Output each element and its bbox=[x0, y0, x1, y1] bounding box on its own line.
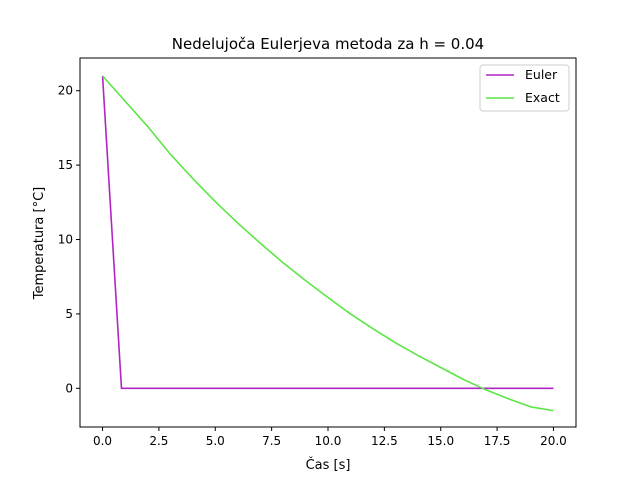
series-line-exact bbox=[101, 75, 554, 412]
x-tick-label: 7.5 bbox=[262, 434, 281, 448]
y-tick-label: 0 bbox=[65, 381, 73, 395]
y-tick-label: 5 bbox=[65, 307, 73, 321]
chart-title: Nedelujoča Eulerjeva metoda za h = 0.04 bbox=[172, 35, 484, 53]
y-tick-label: 15 bbox=[58, 158, 73, 172]
legend: Euler Exact bbox=[479, 64, 570, 112]
x-tick-label: 2.5 bbox=[149, 434, 168, 448]
legend-label-exact: Exact bbox=[525, 90, 560, 105]
y-tick-label: 20 bbox=[58, 84, 73, 98]
x-tick-label: 5.0 bbox=[206, 434, 225, 448]
series-line-euler bbox=[101, 75, 554, 390]
x-tick-label: 20.0 bbox=[540, 434, 567, 448]
x-tick-label: 10.0 bbox=[315, 434, 342, 448]
plot-lines bbox=[101, 75, 554, 412]
x-axis-ticks: 0.0 2.5 5.0 7.5 10.0 12.5 15.0 17.5 20.0 bbox=[93, 427, 567, 448]
x-tick-label: 15.0 bbox=[427, 434, 454, 448]
y-axis-label: Temperatura [°C] bbox=[32, 187, 47, 300]
x-tick-label: 12.5 bbox=[371, 434, 398, 448]
legend-box bbox=[479, 64, 570, 112]
y-tick-label: 10 bbox=[58, 233, 73, 247]
y-axis-ticks: 0 5 10 15 20 bbox=[58, 84, 80, 395]
x-tick-label: 17.5 bbox=[484, 434, 511, 448]
x-axis-label: Čas [s] bbox=[306, 457, 351, 473]
legend-label-euler: Euler bbox=[525, 67, 558, 82]
x-tick-label: 0.0 bbox=[93, 434, 112, 448]
